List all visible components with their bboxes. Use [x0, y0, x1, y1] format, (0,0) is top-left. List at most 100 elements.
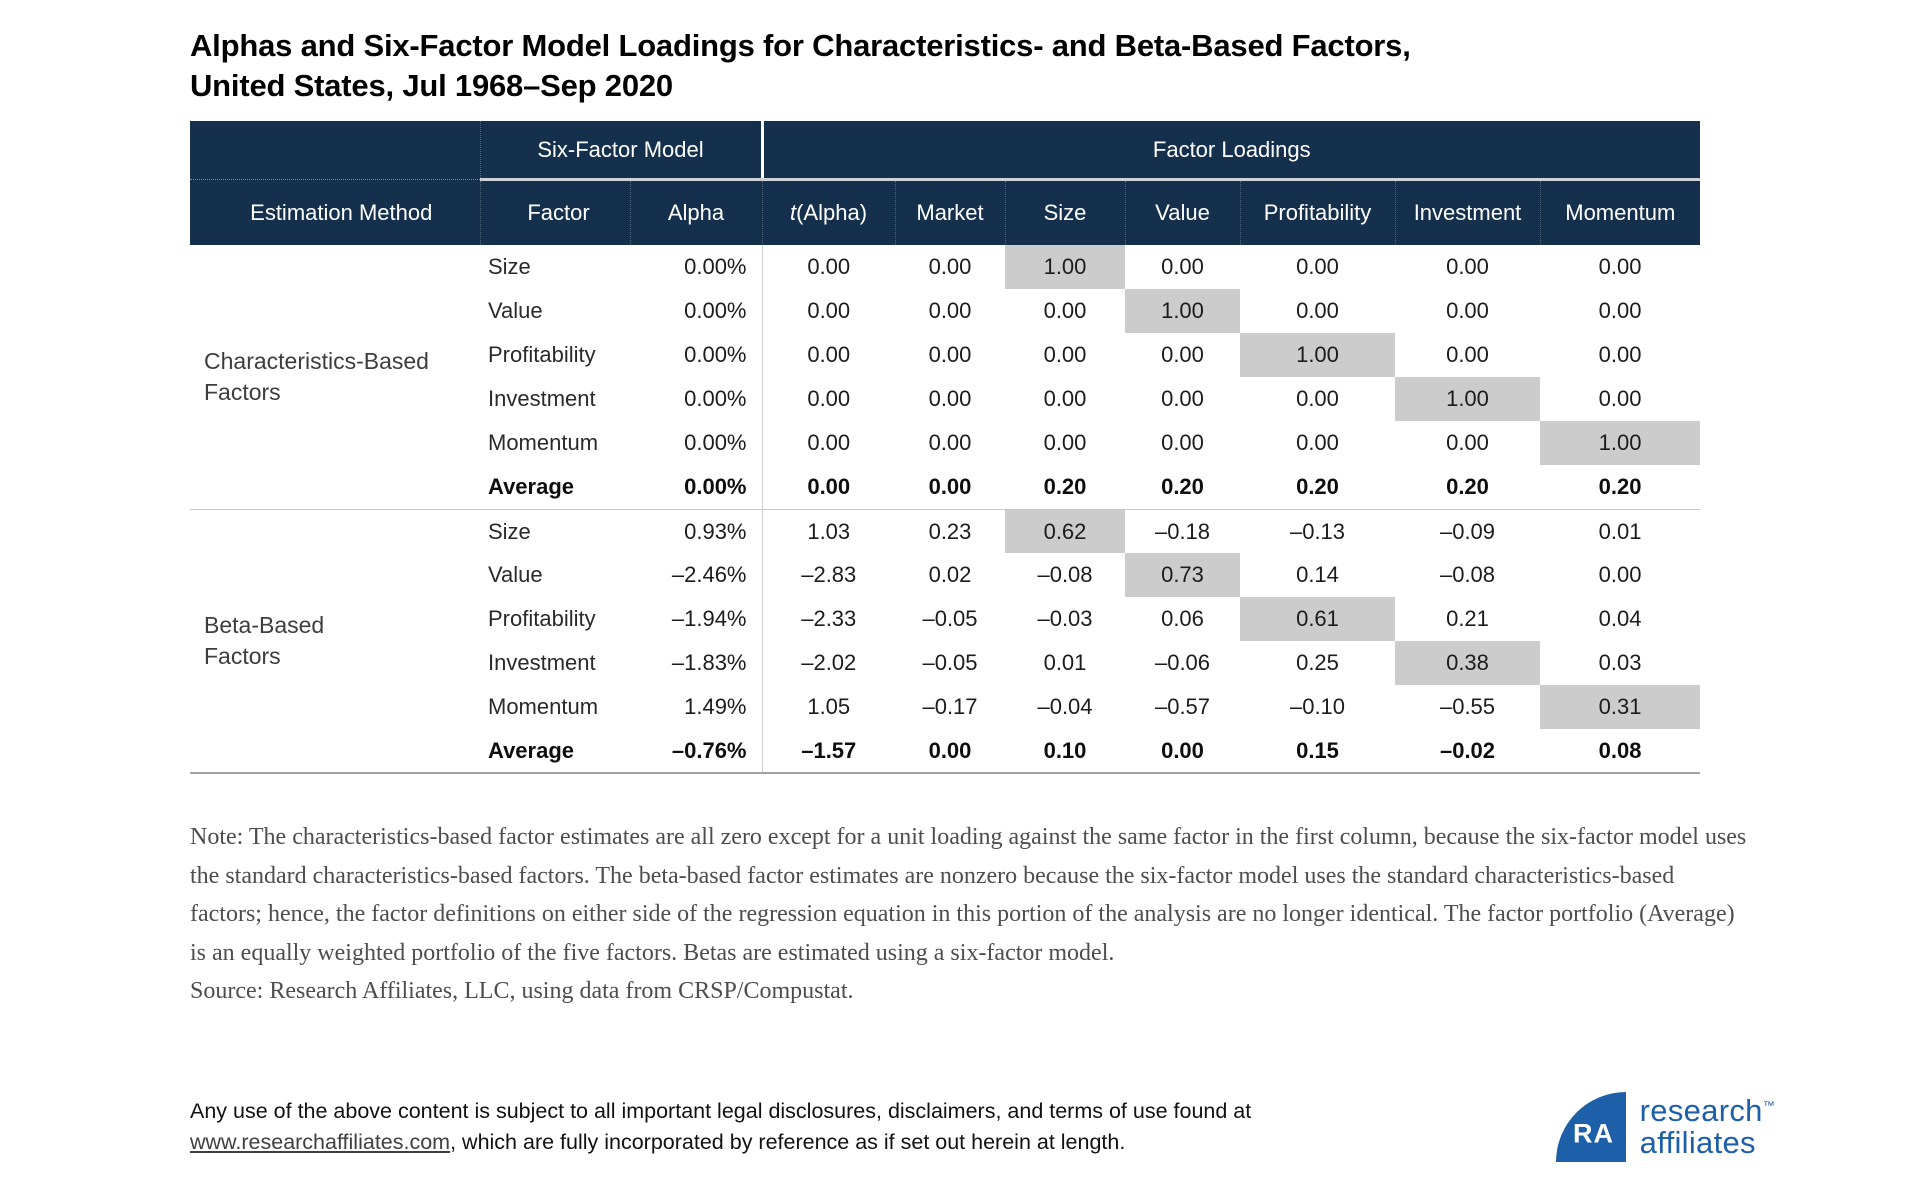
- value-cell: 0.00: [761, 421, 895, 466]
- value-cell: 0.00: [1598, 342, 1642, 368]
- factor-cell: Average: [488, 474, 575, 500]
- value-cell: 0.03: [1598, 650, 1642, 676]
- value-cell: –1.94%: [671, 606, 747, 632]
- factor-loadings-table: Six-Factor Model Factor Loadings Estimat…: [190, 121, 1701, 775]
- page-title: Alphas and Six-Factor Model Loadings for…: [190, 26, 1920, 105]
- value-cell: 0.00: [928, 254, 972, 280]
- group-header-row: Six-Factor Model Factor Loadings: [190, 121, 1701, 181]
- factor-cell: Size: [480, 508, 630, 554]
- value-cell: –0.02: [1439, 737, 1496, 763]
- table-row: Value 0.00% 0.00 0.00 0.00 1.00 0.00 0.0…: [190, 289, 1700, 334]
- value-cell: –1.83%: [671, 650, 747, 676]
- value-cell: –0.05: [922, 606, 978, 632]
- average-row: Average –0.76% –1.57 0.00 0.10 0.00 0.15…: [190, 729, 1700, 774]
- value-cell: 0.00: [928, 737, 972, 763]
- value-cell: –1.57: [761, 729, 895, 774]
- value-cell-highlighted: 0.61: [1240, 597, 1395, 642]
- column-header-estimation-method: Estimation Method: [190, 179, 480, 246]
- column-header-row: Estimation Method Factor Alpha t(Alpha) …: [190, 179, 1701, 246]
- column-header-momentum: Momentum: [1539, 179, 1701, 246]
- column-header-t-alpha: t(Alpha): [761, 179, 895, 246]
- value-cell: 0.00: [1161, 430, 1204, 456]
- table-row: Beta-Based Factors Size 0.93% 1.03 0.23 …: [190, 508, 1701, 774]
- value-cell: 0.00%: [684, 474, 747, 500]
- value-cell: 0.00: [1296, 298, 1339, 324]
- value-cell: 0.08: [1598, 737, 1642, 763]
- value-cell: –2.83: [761, 553, 895, 598]
- value-cell: 0.00: [1161, 737, 1204, 763]
- value-cell: 0.00: [1296, 430, 1339, 456]
- value-cell: 0.23: [895, 508, 1005, 554]
- value-cell: –0.18: [1125, 508, 1240, 554]
- table-row: Investment 0.00% 0.00 0.00 0.00 0.00 0.0…: [190, 377, 1700, 422]
- value-cell: –0.17: [922, 694, 978, 720]
- value-cell: 0.00: [1598, 386, 1642, 412]
- factor-cell: Investment: [488, 650, 596, 676]
- table-row: Characteristics-Based Factors Size 0.00%…: [190, 245, 1700, 405]
- value-cell: 0.00%: [684, 342, 747, 368]
- value-cell: –2.02: [761, 641, 895, 686]
- factor-cell: Investment: [488, 386, 596, 412]
- value-cell: 0.20: [1043, 474, 1087, 500]
- estimation-method-cell: Beta-Based Factors: [190, 508, 480, 774]
- logo-wordmark: research™ affiliates: [1639, 1093, 1775, 1160]
- value-cell: 0.00: [1043, 430, 1087, 456]
- group-header-factor-loadings: Factor Loadings: [760, 121, 1701, 181]
- title-line-1: Alphas and Six-Factor Model Loadings for…: [190, 28, 1411, 63]
- value-cell: 0.00: [761, 245, 895, 290]
- table-row: Momentum 0.00% 0.00 0.00 0.00 0.00 0.00 …: [190, 421, 1701, 466]
- value-cell: 1.49%: [684, 694, 747, 720]
- table-row: Momentum 1.49% 1.05 –0.17 –0.04 –0.57 –0…: [190, 685, 1701, 730]
- value-cell: –2.33: [761, 597, 895, 642]
- estimation-method-cell: Characteristics-Based Factors: [204, 348, 429, 406]
- table-row: Profitability 0.00% 0.00 0.00 0.00 0.00 …: [190, 333, 1700, 378]
- value-cell: 0.10: [1043, 737, 1087, 763]
- value-cell: 0.00: [928, 474, 972, 500]
- value-cell: 0.00%: [684, 386, 747, 412]
- value-cell: 0.00: [1446, 254, 1489, 280]
- value-cell: 1.03: [761, 508, 895, 554]
- value-cell: 0.00: [1043, 342, 1087, 368]
- value-cell: 0.00: [1043, 386, 1087, 412]
- value-cell: 0.20: [1446, 474, 1489, 500]
- value-cell: 0.14: [1296, 562, 1339, 588]
- factor-cell: Value: [488, 298, 543, 324]
- value-cell: –0.08: [1037, 562, 1093, 588]
- value-cell-highlighted: 1.00: [1240, 333, 1395, 378]
- value-cell: 0.00%: [684, 430, 747, 456]
- research-affiliates-logo: RA research™ affiliates: [1555, 1091, 1775, 1162]
- column-header-size: Size: [1004, 179, 1125, 246]
- beta-based-group: Beta-Based Factors Size 0.93% 1.03 0.23 …: [190, 508, 1701, 774]
- value-cell: –0.04: [1037, 694, 1093, 720]
- value-cell-highlighted: 1.00: [1540, 421, 1701, 466]
- value-cell-highlighted: 1.00: [1125, 289, 1240, 334]
- column-header-investment: Investment: [1394, 179, 1540, 246]
- value-cell: 1.05: [761, 685, 895, 730]
- column-header-factor: Factor: [479, 179, 630, 246]
- footer: Any use of the above content is subject …: [190, 1074, 1775, 1179]
- value-cell: 0.20: [1598, 474, 1642, 500]
- value-cell: 0.00: [928, 386, 972, 412]
- value-cell: –0.55: [1439, 694, 1496, 720]
- value-cell: 0.20: [1161, 474, 1204, 500]
- value-cell-highlighted: 0.62: [1005, 508, 1125, 554]
- value-cell: 0.00: [1446, 342, 1489, 368]
- value-cell: 0.06: [1161, 606, 1204, 632]
- value-cell: –0.09: [1395, 508, 1540, 554]
- value-cell: –2.46%: [671, 562, 747, 588]
- value-cell: –0.03: [1037, 606, 1093, 632]
- value-cell: 0.00: [1296, 386, 1339, 412]
- value-cell: 0.20: [1296, 474, 1339, 500]
- column-header-profitability: Profitability: [1239, 179, 1395, 246]
- value-cell: 0.01: [1043, 650, 1087, 676]
- source-text: Source: Research Affiliates, LLC, using …: [190, 977, 854, 1004]
- column-header-market: Market: [894, 179, 1005, 246]
- value-cell: 0.00: [761, 465, 895, 510]
- value-cell: 0.00: [1598, 298, 1642, 324]
- ra-monogram-icon: RA: [1555, 1091, 1626, 1162]
- value-cell: 0.25: [1296, 650, 1339, 676]
- value-cell: 0.00: [1446, 430, 1489, 456]
- group-header-six-factor-model: Six-Factor Model: [480, 121, 762, 181]
- value-cell: 0.93%: [630, 508, 762, 554]
